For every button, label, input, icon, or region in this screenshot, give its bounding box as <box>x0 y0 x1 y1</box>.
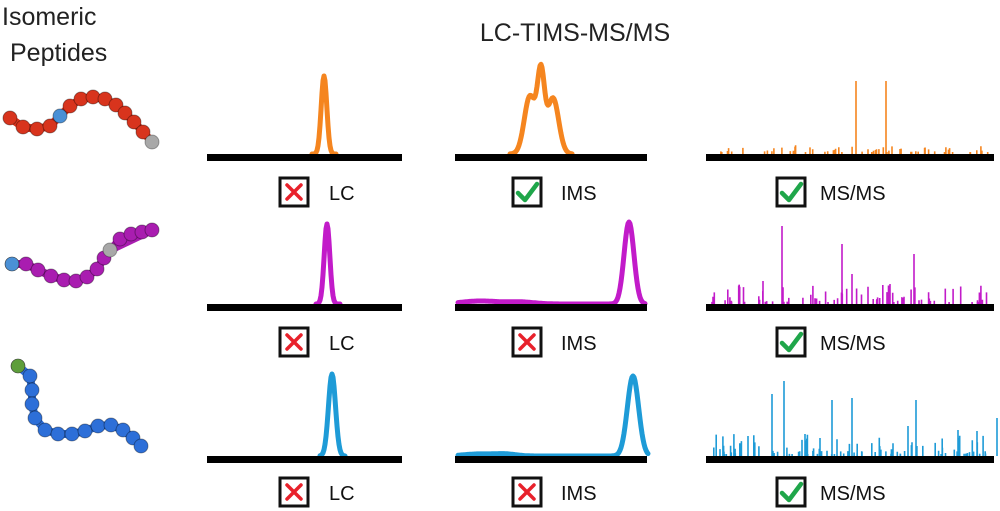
peptide-residue <box>90 418 106 434</box>
lc-result-label: LC <box>329 483 355 505</box>
result-box <box>775 476 807 508</box>
ims-axis-bar <box>455 154 647 161</box>
ims-result-label: IMS <box>561 333 597 355</box>
peptide-residue <box>2 110 18 126</box>
peptide-residue <box>133 438 149 454</box>
check-icon <box>779 481 804 503</box>
lc-panel-row-1: LC <box>207 73 402 208</box>
peptide-residue <box>108 97 124 113</box>
peptide-residue <box>115 422 131 438</box>
msms-result-label: MS/MS <box>820 333 886 355</box>
lc-peak-trace <box>309 73 339 157</box>
row-2: LC IMS MS/MS <box>4 219 994 358</box>
cross-icon <box>518 483 536 501</box>
msms-result-label: MS/MS <box>820 483 886 505</box>
peptide-residue <box>103 417 119 433</box>
peptide-residue <box>24 382 40 398</box>
peptide-residue <box>52 108 68 124</box>
result-box <box>511 476 543 508</box>
peptide-residue-modified <box>10 358 26 374</box>
peptide-residue <box>117 105 133 121</box>
peptide-residue <box>77 423 93 439</box>
peptide-residue <box>42 118 58 134</box>
left-title-line2: Peptides <box>10 39 108 67</box>
row-1: LC IMS MS/MS <box>2 61 994 208</box>
ims-panel-row-3: IMS <box>455 373 651 508</box>
cross-icon <box>285 483 303 501</box>
peptide-residue <box>22 368 38 384</box>
peptide-residue <box>18 256 34 272</box>
msms-panel-row-3: MS/MS <box>706 381 998 508</box>
msms-spectrum-sticks <box>711 226 988 304</box>
msms-axis-bar <box>706 304 994 311</box>
row-3: LC IMS MS/MS <box>10 358 998 508</box>
ims-panel-row-2: IMS <box>455 219 648 358</box>
peptide-residue <box>43 268 59 284</box>
cross-icon <box>285 183 303 201</box>
peptide-residue-terminal <box>144 134 160 150</box>
peptide-chain-2-icon <box>4 222 160 289</box>
peptide-residue <box>37 422 53 438</box>
lc-panel-row-2: LC <box>207 221 402 358</box>
lc-axis-bar <box>207 154 402 161</box>
ims-peak-trace <box>455 373 651 459</box>
left-title-line1: Isomeric <box>2 3 97 31</box>
peptide-residue <box>126 114 142 130</box>
ims-axis-bar <box>455 304 647 311</box>
cross-icon <box>285 333 303 351</box>
peptide-residue <box>135 124 151 140</box>
peptide-residue <box>15 119 31 135</box>
peptide-residue <box>97 91 113 107</box>
ims-peak-trace <box>455 219 648 307</box>
peptide-residue <box>30 262 46 278</box>
check-icon <box>779 331 804 353</box>
ims-axis-bar <box>455 456 647 463</box>
ims-result-label: IMS <box>561 183 597 205</box>
lc-axis-bar <box>207 304 402 311</box>
lc-result-label: LC <box>329 333 355 355</box>
peptide-residue <box>29 121 45 137</box>
peptide-residue <box>64 426 80 442</box>
result-box <box>278 176 310 208</box>
msms-result-label: MS/MS <box>820 183 886 205</box>
msms-panel-row-1: MS/MS <box>706 81 994 208</box>
check-icon <box>779 181 804 203</box>
cross-icon <box>518 333 536 351</box>
main-title: LC-TIMS-MS/MS <box>479 19 671 47</box>
check-icon <box>515 181 540 203</box>
msms-spectrum-sticks <box>713 381 998 456</box>
lc-result-label: LC <box>329 183 355 205</box>
peptide-residue-terminal <box>102 242 118 258</box>
peptide-residue <box>79 269 95 285</box>
peptide-residue <box>62 98 78 114</box>
peptide-residue <box>50 426 66 442</box>
peptide-residue-modified <box>4 256 20 272</box>
ims-peak-trace <box>507 61 575 157</box>
lc-peak-trace <box>317 371 348 459</box>
peptide-residue <box>27 410 43 426</box>
ims-panel-row-1: IMS <box>455 61 647 208</box>
msms-axis-bar <box>706 154 994 161</box>
msms-axis-bar <box>706 456 994 463</box>
peptide-chain-1-icon <box>2 89 160 150</box>
peptide-residue <box>144 222 160 238</box>
peptide-residue <box>89 261 105 277</box>
msms-spectrum-sticks <box>720 81 989 154</box>
lc-axis-bar <box>207 456 402 463</box>
peptide-chain-3-icon <box>10 358 149 454</box>
msms-panel-row-2: MS/MS <box>706 226 994 358</box>
lc-panel-row-3: LC <box>207 371 402 508</box>
ims-result-label: IMS <box>561 483 597 505</box>
peptide-residue <box>24 396 40 412</box>
lc-peak-trace <box>313 221 343 307</box>
